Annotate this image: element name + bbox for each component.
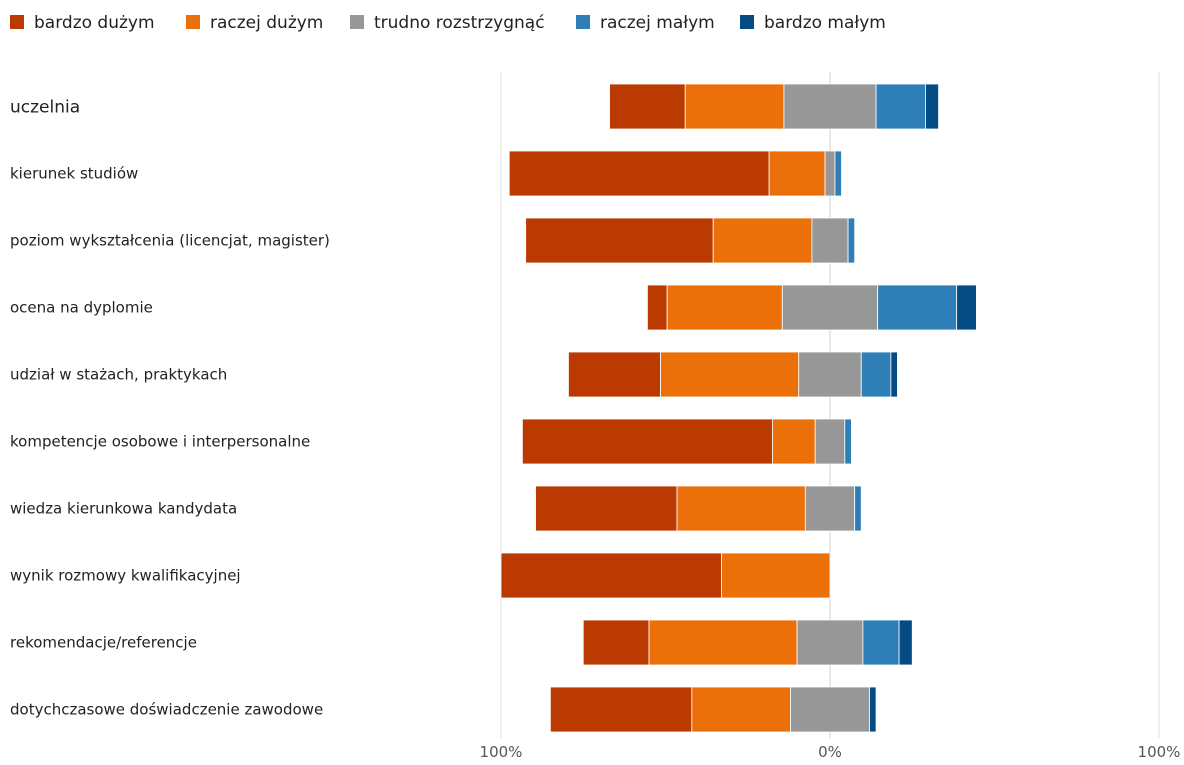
bar-segment <box>691 686 791 733</box>
bar-segment <box>535 485 678 532</box>
category-label: uczelnia <box>10 98 80 118</box>
legend: bardzo dużym raczej dużym trudno rozstrzyg… <box>10 13 886 33</box>
bar-segment <box>890 351 898 398</box>
bar-segment <box>521 418 773 465</box>
x-tick-label: 0% <box>818 743 842 761</box>
bar-segment <box>712 217 813 264</box>
bar-segment <box>844 418 852 465</box>
bar-segment <box>925 83 939 130</box>
bar-segment <box>898 619 913 666</box>
bar-segment <box>660 351 800 398</box>
bar-segment <box>647 284 668 331</box>
bar-segment <box>869 686 877 733</box>
x-tick-label: 100% <box>480 743 523 761</box>
category-label: wynik rozmowy kwalifikacyjnej <box>10 567 241 585</box>
category-labels: uczelnia kierunek studiów poziom wykształc… <box>10 98 330 719</box>
bar-segment <box>877 284 958 331</box>
legend-label: bardzo dużym <box>34 13 155 33</box>
bar-segment <box>860 351 892 398</box>
bar-segment <box>783 83 877 130</box>
bar-segment <box>549 686 693 733</box>
bar-segment <box>854 485 862 532</box>
bar-segment <box>798 351 862 398</box>
legend-label: bardzo małym <box>764 13 886 33</box>
bar-segment <box>609 83 686 130</box>
bar-segment <box>772 418 816 465</box>
bar-segment <box>768 150 826 197</box>
bar-segment <box>790 686 870 733</box>
category-label: kierunek studiów <box>10 165 138 183</box>
bar-segment <box>568 351 661 398</box>
bar-segment <box>804 485 856 532</box>
legend-label: raczej małym <box>600 13 715 33</box>
bar-segment <box>824 150 836 197</box>
category-label: wiedza kierunkowa kandydata <box>10 500 237 518</box>
x-axis-ticks: 100% 0% 100% <box>480 743 1181 761</box>
bar-segment <box>847 217 856 264</box>
legend-swatch <box>350 15 364 29</box>
bar-segment <box>648 619 798 666</box>
legend-swatch <box>576 15 590 29</box>
bar-segment <box>582 619 650 666</box>
bar-segment <box>834 150 842 197</box>
category-label: ocena na dyplomie <box>10 299 153 317</box>
category-label: udział w stażach, praktykach <box>10 366 227 384</box>
category-label: poziom wykształcenia (licencjat, magiste… <box>10 232 330 250</box>
bar-segment <box>781 284 879 331</box>
category-label: kompetencje osobowe i interpersonalne <box>10 433 310 451</box>
legend-swatch <box>740 15 754 29</box>
x-tick-label: 100% <box>1138 743 1181 761</box>
bar-segment <box>525 217 714 264</box>
legend-label: trudno rozstrzygnąć <box>374 13 545 33</box>
bar-segment <box>721 552 831 599</box>
bar-segment <box>676 485 806 532</box>
category-label: rekomendacje/referencje <box>10 634 197 652</box>
legend-swatch <box>186 15 200 29</box>
bar-segment <box>875 83 926 130</box>
bar-segment <box>796 619 864 666</box>
legend-swatch <box>10 15 24 29</box>
bars <box>500 83 977 733</box>
category-label: dotychczasowe doświadczenie zawodowe <box>10 701 323 719</box>
bar-segment <box>684 83 785 130</box>
bar-segment <box>500 552 722 599</box>
legend-label: raczej dużym <box>210 13 323 33</box>
bar-segment <box>862 619 900 666</box>
bar-segment <box>956 284 977 331</box>
bar-segment <box>666 284 783 331</box>
bar-segment <box>814 418 846 465</box>
bar-segment <box>508 150 770 197</box>
bar-segment <box>811 217 849 264</box>
